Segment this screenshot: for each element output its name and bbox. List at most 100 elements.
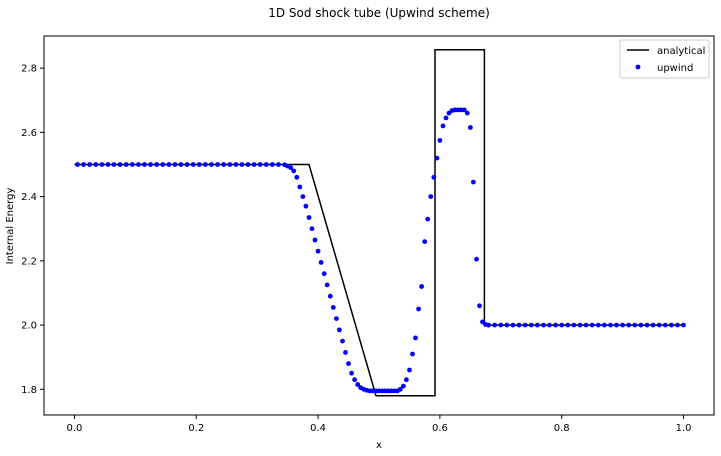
upwind-point bbox=[650, 322, 656, 328]
upwind-point bbox=[468, 125, 473, 130]
upwind-point bbox=[571, 322, 577, 328]
upwind-point bbox=[288, 165, 294, 171]
upwind-point bbox=[337, 327, 342, 333]
upwind-point bbox=[300, 194, 306, 200]
upwind-point bbox=[136, 162, 141, 167]
upwind-point bbox=[303, 203, 309, 209]
upwind-point bbox=[632, 322, 638, 328]
upwind-point bbox=[419, 284, 424, 289]
analytical-series-line bbox=[74, 49, 684, 397]
upwind-point bbox=[346, 361, 351, 366]
upwind-point bbox=[321, 271, 327, 277]
upwind-point bbox=[486, 322, 491, 328]
upwind-point bbox=[215, 162, 221, 167]
upwind-point bbox=[431, 174, 437, 180]
upwind-point bbox=[464, 110, 470, 116]
y-tick-label: 2.4 bbox=[21, 192, 37, 203]
x-tick-label: 0.8 bbox=[554, 423, 570, 434]
upwind-point bbox=[608, 322, 613, 328]
upwind-point bbox=[614, 322, 619, 328]
upwind-point bbox=[327, 293, 333, 299]
upwind-point bbox=[528, 322, 534, 328]
upwind-point bbox=[251, 162, 257, 167]
upwind-point bbox=[334, 316, 339, 321]
upwind-point bbox=[209, 162, 214, 167]
y-tick-label: 2.0 bbox=[21, 321, 37, 332]
legend-analytical-label: analytical bbox=[657, 46, 705, 57]
upwind-point bbox=[516, 322, 522, 328]
upwind-point bbox=[422, 239, 428, 245]
upwind-point bbox=[443, 115, 449, 121]
upwind-point bbox=[291, 168, 297, 174]
legend-upwind-swatch bbox=[635, 64, 641, 70]
upwind-point bbox=[434, 155, 440, 161]
upwind-point bbox=[669, 322, 674, 328]
upwind-point bbox=[294, 174, 300, 180]
x-tick-label: 0.4 bbox=[310, 423, 326, 434]
upwind-point bbox=[471, 179, 476, 185]
upwind-point bbox=[565, 322, 571, 328]
upwind-point bbox=[589, 322, 595, 328]
upwind-point bbox=[239, 162, 245, 167]
upwind-point bbox=[81, 162, 86, 167]
upwind-point bbox=[461, 107, 467, 113]
y-axis-ticks: 1.8 2.0 2.2 2.4 2.6 2.8 bbox=[21, 64, 44, 396]
upwind-point bbox=[504, 322, 510, 328]
upwind-point bbox=[75, 162, 80, 167]
upwind-point bbox=[309, 226, 315, 232]
x-tick-label: 0.2 bbox=[188, 423, 204, 434]
upwind-point bbox=[99, 162, 105, 167]
upwind-point bbox=[184, 162, 190, 167]
upwind-point bbox=[397, 386, 403, 392]
upwind-point bbox=[111, 162, 117, 167]
upwind-point bbox=[343, 350, 348, 355]
x-tick-label: 0.6 bbox=[432, 423, 448, 434]
upwind-point bbox=[440, 123, 446, 129]
legend: analytical upwind bbox=[619, 39, 710, 79]
upwind-point bbox=[306, 215, 312, 220]
upwind-point bbox=[330, 305, 336, 310]
upwind-point bbox=[413, 335, 418, 341]
upwind-point bbox=[190, 162, 196, 167]
upwind-point bbox=[93, 162, 99, 167]
y-tick-label: 2.8 bbox=[21, 64, 37, 75]
upwind-point bbox=[227, 162, 233, 167]
upwind-point bbox=[510, 322, 516, 328]
upwind-point bbox=[355, 382, 361, 387]
upwind-point bbox=[595, 322, 601, 328]
upwind-point bbox=[203, 162, 208, 167]
upwind-point bbox=[129, 162, 135, 167]
upwind-point bbox=[522, 322, 528, 328]
y-tick-label: 2.6 bbox=[21, 128, 37, 139]
upwind-point bbox=[312, 237, 318, 243]
upwind-point bbox=[276, 162, 281, 167]
upwind-point bbox=[401, 383, 406, 389]
upwind-point bbox=[425, 216, 431, 222]
upwind-point bbox=[340, 338, 345, 344]
upwind-point bbox=[656, 322, 662, 328]
upwind-point bbox=[154, 162, 160, 167]
chart-title: 1D Sod shock tube (Upwind scheme) bbox=[268, 6, 490, 20]
plot-area-frame bbox=[43, 35, 715, 416]
upwind-point bbox=[352, 377, 357, 383]
upwind-point bbox=[270, 162, 275, 167]
upwind-point bbox=[87, 162, 93, 167]
x-tick-label: 1.0 bbox=[676, 423, 692, 434]
upwind-point bbox=[404, 377, 409, 383]
upwind-point bbox=[123, 162, 129, 167]
upwind-point bbox=[577, 322, 583, 328]
y-tick-label: 1.8 bbox=[21, 385, 37, 396]
upwind-point bbox=[407, 367, 412, 373]
upwind-point bbox=[547, 322, 552, 328]
upwind-point bbox=[535, 322, 540, 328]
upwind-point bbox=[428, 194, 434, 200]
upwind-point bbox=[553, 322, 558, 328]
upwind-point bbox=[117, 162, 123, 167]
upwind-point bbox=[626, 322, 632, 328]
x-axis-ticks: 0.0 0.2 0.4 0.6 0.8 1.0 bbox=[67, 415, 692, 434]
upwind-point bbox=[148, 162, 154, 167]
upwind-point bbox=[172, 162, 178, 167]
upwind-point bbox=[477, 303, 482, 309]
upwind-point bbox=[263, 162, 269, 167]
